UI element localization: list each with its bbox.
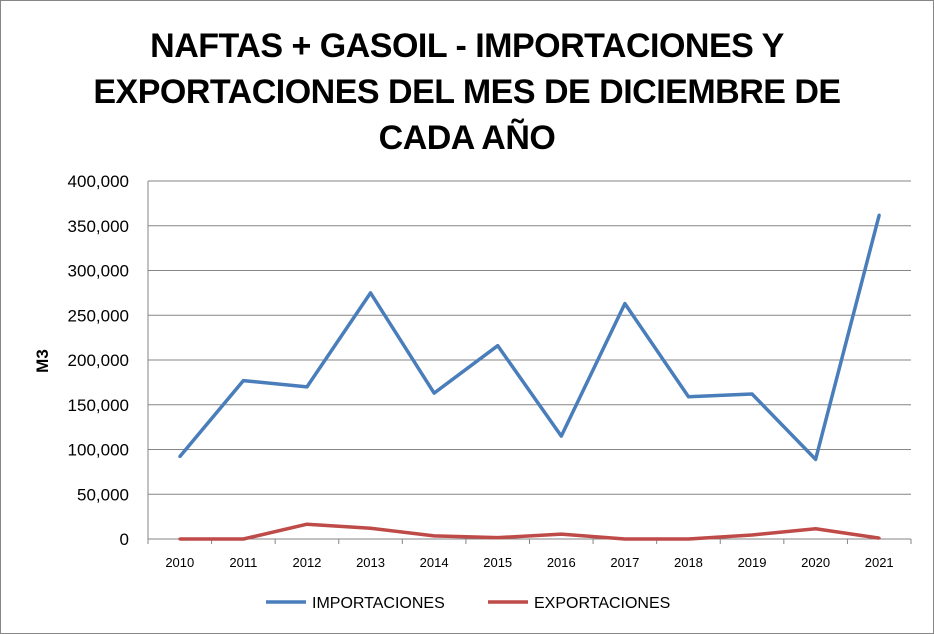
data-point [623,302,627,306]
data-point [305,385,309,389]
data-point [750,392,754,396]
data-point [877,536,881,540]
data-point [241,379,245,383]
data-point [432,391,436,395]
x-tick-label: 2015 [483,555,512,570]
legend-label: IMPORTACIONES [312,595,445,612]
data-point [496,344,500,348]
data-point [305,522,309,526]
data-point [559,532,563,536]
y-tick-label: 250,000 [68,306,129,325]
data-point [178,537,182,541]
chart-title-line-3: CADA AÑO [378,119,556,157]
data-point [814,527,818,531]
data-point [432,534,436,538]
y-tick-label: 150,000 [68,396,129,415]
data-point [814,457,818,461]
y-tick-label: 50,000 [77,485,129,504]
x-tick-label: 2012 [292,555,321,570]
x-tick-label: 2020 [801,555,830,570]
data-point [369,291,373,295]
y-tick-label: 300,000 [68,262,129,281]
y-tick-label: 0 [120,530,129,549]
y-tick-label: 200,000 [68,351,129,370]
chart-title-line-2: EXPORTACIONES DEL MES DE DICIEMBRE DE [93,73,841,111]
x-tick-label: 2010 [165,555,194,570]
legend-label: EXPORTACIONES [534,595,670,612]
y-tick-label: 100,000 [68,441,129,460]
series-line-importaciones [178,214,881,462]
data-point [496,536,500,540]
data-point [877,213,881,217]
chart-title-line-1: NAFTAS + GASOIL - IMPORTACIONES Y [150,27,784,65]
data-point [241,537,245,541]
x-tick-label: 2014 [420,555,449,570]
x-tick-label: 2017 [610,555,639,570]
data-point [750,533,754,537]
data-point [686,395,690,399]
y-axis-title: M3 [33,349,52,373]
x-tick-label: 2021 [865,555,894,570]
data-point [623,537,627,541]
x-tick-label: 2011 [229,555,257,570]
chart-title: NAFTAS + GASOIL - IMPORTACIONES Y EXPORT… [1,23,933,161]
x-tick-label: 2013 [356,555,385,570]
x-tick-label: 2018 [674,555,703,570]
data-point [686,537,690,541]
series-line-exportaciones [179,522,880,541]
y-tick-label: 400,000 [68,172,129,191]
x-tick-label: 2016 [547,555,576,570]
data-point [178,455,182,459]
data-point [369,526,373,530]
data-point [559,434,563,438]
y-tick-label: 350,000 [68,217,129,236]
x-tick-label: 2019 [738,555,767,570]
